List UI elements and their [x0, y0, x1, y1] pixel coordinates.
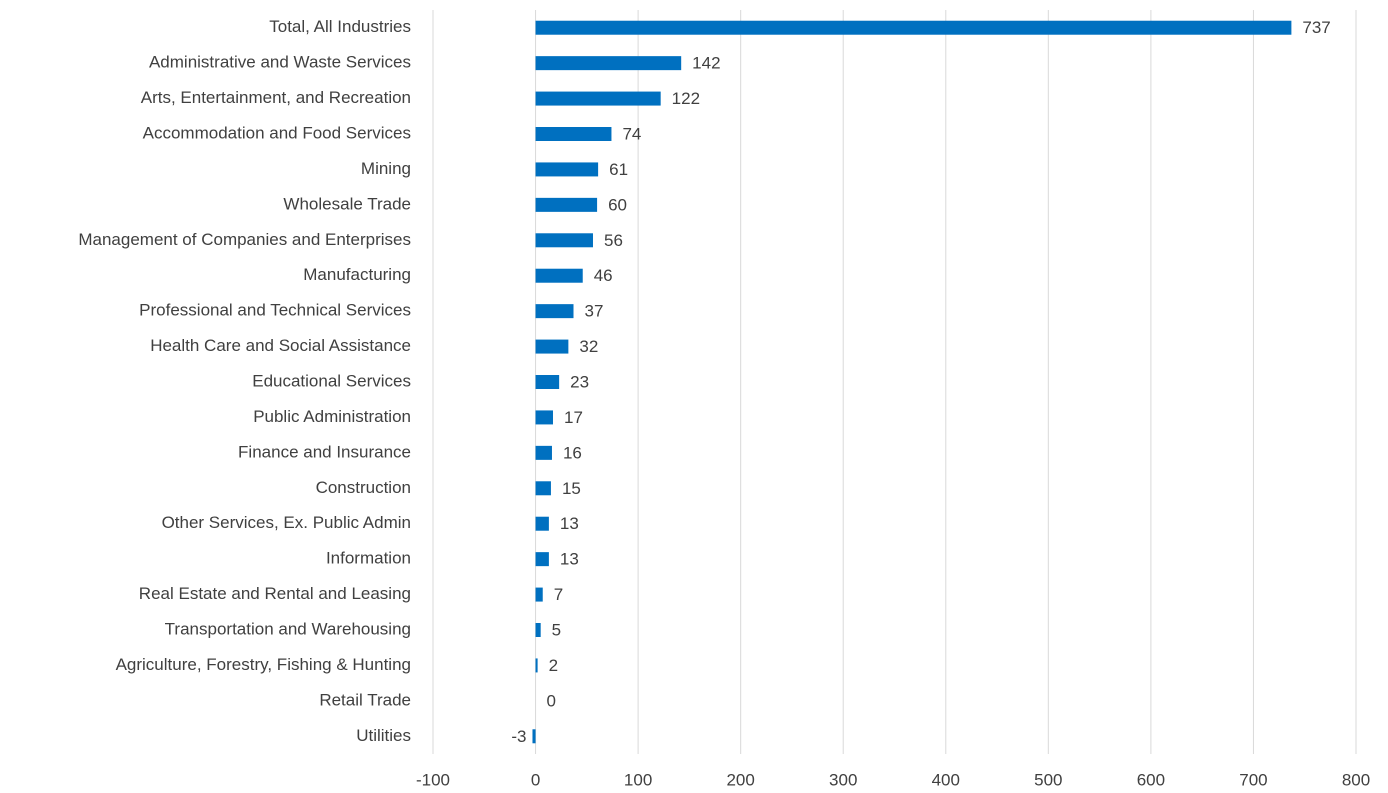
bar [535, 339, 569, 354]
data-label: 5 [552, 620, 561, 639]
y-tick-label: Total, All Industries [269, 17, 411, 36]
y-tick-label: Professional and Technical Services [139, 301, 411, 320]
bar [535, 197, 598, 212]
data-label: 737 [1302, 18, 1330, 37]
y-tick-label: Information [326, 549, 411, 568]
data-label: 60 [608, 195, 627, 214]
y-tick-label: Construction [316, 478, 411, 497]
bar [535, 587, 543, 602]
y-tick-label: Educational Services [252, 371, 411, 390]
bar [535, 20, 1292, 35]
x-tick-label: 100 [624, 770, 652, 789]
bar [535, 445, 552, 460]
x-tick-label: 700 [1239, 770, 1267, 789]
y-tick-label: Manufacturing [303, 265, 411, 284]
y-tick-label: Transportation and Warehousing [165, 619, 411, 638]
x-tick-label: 300 [829, 770, 857, 789]
bar [535, 304, 574, 319]
bar [535, 56, 682, 71]
y-tick-label: Other Services, Ex. Public Admin [162, 513, 411, 532]
y-tick-label: Management of Companies and Enterprises [78, 230, 411, 249]
bar [535, 162, 599, 177]
y-tick-label: Real Estate and Rental and Leasing [139, 584, 411, 603]
data-label: 46 [594, 266, 613, 285]
x-tick-label: 200 [726, 770, 754, 789]
x-tick-label: 800 [1342, 770, 1370, 789]
y-tick-label: Finance and Insurance [238, 442, 411, 461]
x-tick-label: 0 [531, 770, 540, 789]
data-label: 61 [609, 160, 628, 179]
data-label: 16 [563, 443, 582, 462]
y-tick-label: Health Care and Social Assistance [150, 336, 411, 355]
bar [535, 91, 661, 106]
bar [535, 233, 593, 248]
data-label: 13 [560, 514, 579, 533]
data-label: 37 [585, 302, 604, 321]
y-tick-label: Retail Trade [319, 690, 411, 709]
data-label: 0 [547, 691, 556, 710]
y-tick-label: Administrative and Waste Services [149, 53, 411, 72]
y-tick-label: Mining [361, 159, 411, 178]
data-label: 2 [549, 656, 558, 675]
x-tick-label: -100 [416, 770, 450, 789]
bar [535, 623, 541, 637]
bar [535, 268, 583, 283]
data-label: 7 [554, 585, 563, 604]
data-label: 56 [604, 231, 623, 250]
bar [535, 481, 551, 496]
x-tick-label: 400 [932, 770, 960, 789]
data-label: 122 [672, 89, 700, 108]
data-label: 23 [570, 372, 589, 391]
bar [535, 410, 553, 425]
y-tick-label: Arts, Entertainment, and Recreation [141, 88, 411, 107]
data-label: 32 [579, 337, 598, 356]
x-tick-label: 500 [1034, 770, 1062, 789]
y-tick-label: Public Administration [253, 407, 411, 426]
bar [535, 127, 612, 141]
bar [535, 516, 549, 531]
data-label: 74 [622, 124, 641, 143]
bar [532, 729, 536, 744]
bar [535, 375, 560, 389]
y-tick-label: Wholesale Trade [283, 194, 411, 213]
data-label: 142 [692, 54, 720, 73]
x-tick-label: 600 [1137, 770, 1165, 789]
data-label: 17 [564, 408, 583, 427]
y-tick-label: Agriculture, Forestry, Fishing & Hunting [116, 655, 411, 674]
bar [535, 658, 538, 673]
data-label: 13 [560, 550, 579, 569]
y-tick-label: Utilities [356, 726, 411, 745]
bar [535, 552, 549, 567]
data-label: -3 [511, 727, 526, 746]
data-label: 15 [562, 479, 581, 498]
y-tick-label: Accommodation and Food Services [143, 123, 411, 142]
